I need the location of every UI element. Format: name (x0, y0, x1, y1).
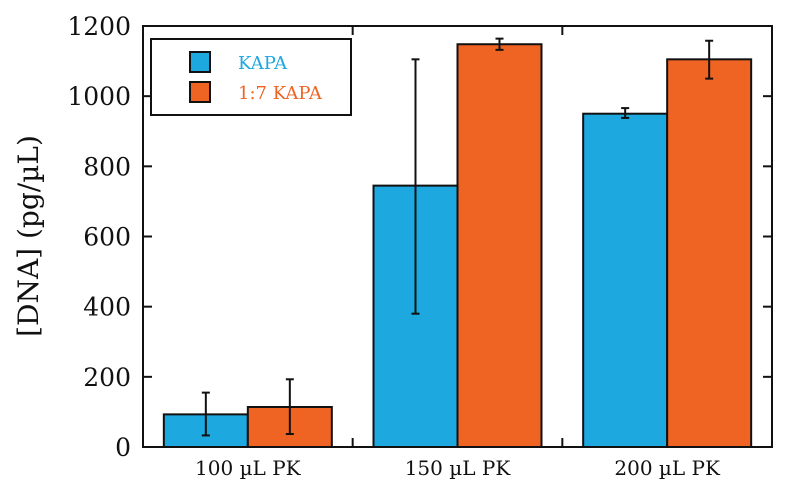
y-tick-label-200: 200 (83, 363, 131, 392)
bar-s1-c2 (666, 58, 753, 449)
y-axis: 0 200 400 600 800 1000 1200 (67, 12, 772, 462)
x-tick-label-0: 100 µL PK (195, 456, 302, 480)
y-axis-label: [DNA] (pg/µL) (12, 135, 45, 337)
legend-label-kapa: KAPA (238, 53, 288, 74)
legend-label-1-7-kapa: 1:7 KAPA (238, 83, 323, 104)
legend-swatch-1-7-kapa (189, 81, 211, 103)
y-tick-label-1200: 1200 (67, 12, 131, 41)
y-tick-label-600: 600 (83, 223, 131, 252)
error-bars-layer (201, 37, 714, 437)
x-axis: 100 µL PK 150 µL PK 200 µL PK (195, 26, 721, 480)
bar-s1-c1 (456, 43, 543, 448)
y-tick-label-400: 400 (83, 293, 131, 322)
legend-box (150, 38, 352, 116)
x-tick-label-2: 200 µL PK (614, 456, 721, 480)
legend-swatch-kapa (189, 51, 211, 73)
legend: KAPA 1:7 KAPA (150, 38, 352, 116)
y-tick-label-1000: 1000 (67, 82, 131, 111)
bar-s0-c2 (582, 112, 669, 448)
y-tick-label-800: 800 (83, 152, 131, 181)
x-tick-label-1: 150 µL PK (405, 456, 512, 480)
y-tick-label-0: 0 (115, 433, 131, 462)
